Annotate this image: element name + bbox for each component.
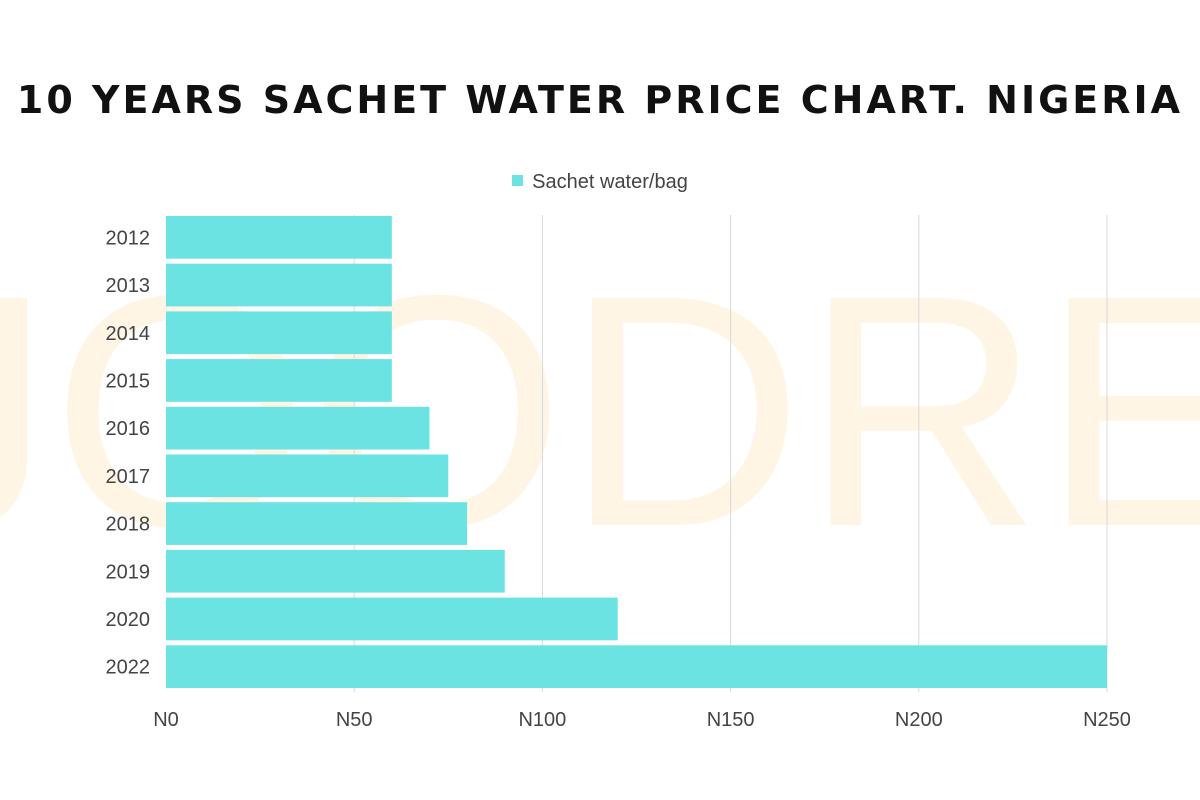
chart-title: 10 YEARS SACHET WATER PRICE CHART. NIGER… (16, 78, 1184, 122)
x-tick-label: N200 (895, 709, 943, 731)
bar-2019 (166, 549, 505, 593)
x-tick-label: N50 (336, 709, 373, 731)
bar-2012 (166, 216, 392, 259)
x-tick-label: N0 (153, 709, 179, 731)
bar-2016 (166, 406, 430, 450)
x-axis-labels: N0 N50 N100 N150 N200 N250 (153, 709, 1131, 731)
y-tick-label: 2022 (106, 657, 151, 679)
y-tick-label: 2018 (106, 514, 151, 536)
y-tick-label: 2014 (106, 323, 151, 345)
y-tick-label: 2015 (106, 370, 151, 392)
y-axis-labels: 2012 2013 2014 2015 2016 2017 2018 2019 2020 2022 (106, 227, 151, 678)
bar-2013 (166, 263, 392, 307)
bar-2015 (166, 359, 392, 402)
bar-2014 (166, 311, 392, 355)
bar-2022 (166, 645, 1107, 688)
legend: Sachet water/bag (0, 171, 1200, 194)
y-tick-label: 2012 (106, 227, 151, 249)
x-tick-label: N250 (1083, 709, 1131, 731)
y-tick-label: 2013 (106, 275, 151, 297)
y-tick-label: 2019 (106, 561, 151, 583)
bar-2018 (166, 502, 468, 545)
bars (166, 216, 1107, 688)
legend-label: Sachet water/bag (532, 171, 688, 193)
bar-2020 (166, 597, 618, 641)
bar-2017 (166, 454, 449, 498)
y-tick-label: 2020 (106, 609, 151, 631)
y-tick-label: 2016 (106, 418, 151, 440)
legend-swatch (512, 175, 524, 186)
x-tick-label: N100 (518, 709, 566, 731)
x-tick-label: N150 (707, 709, 755, 731)
y-tick-label: 2017 (106, 466, 151, 488)
